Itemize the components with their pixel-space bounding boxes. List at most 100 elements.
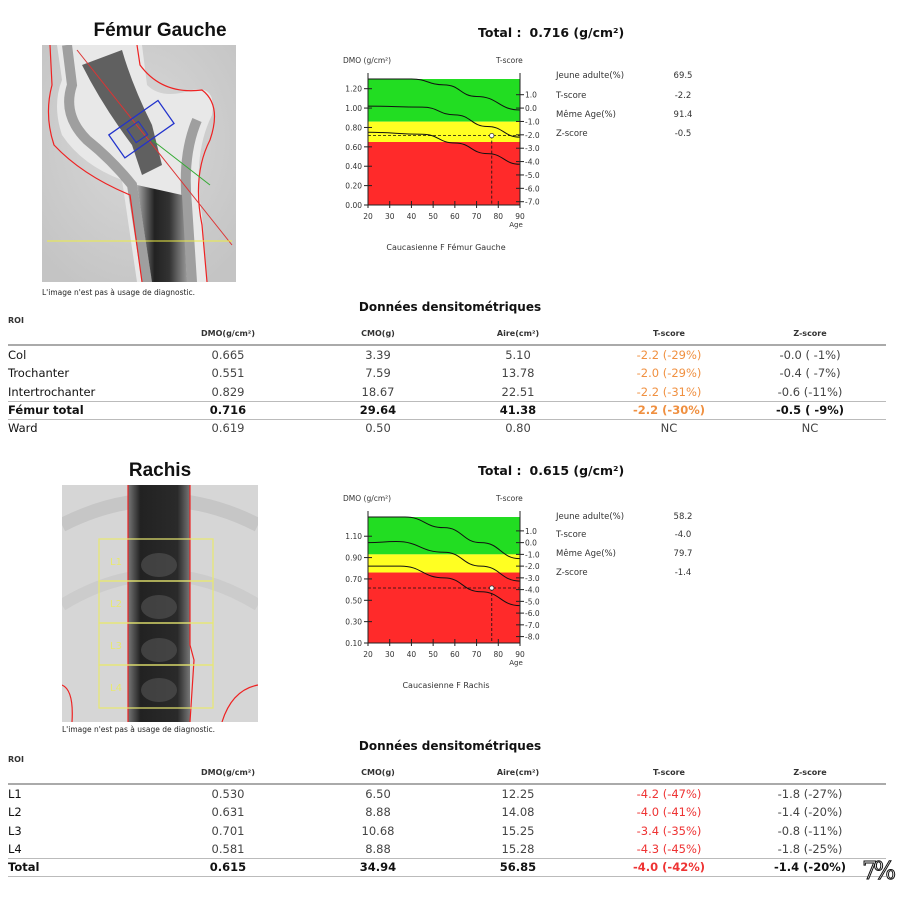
cell-cmo: 7.59 [365,366,391,381]
table-title: Données densitométriques [358,739,542,753]
y-tick-label: 0.60 [345,143,362,152]
stat-value: 58.2 [673,512,693,522]
reference-curve [367,541,521,582]
stat-value: -1.4 [674,568,692,578]
cell-aire: 41.38 [499,402,537,417]
stat-value: -0.5 [674,129,692,139]
roi-label: ROI [8,755,24,764]
x-tick-label: 90 [515,212,525,221]
vertebra-label: L2 [110,599,122,610]
y-tick-label: 0.40 [345,162,362,171]
reference-curve [368,78,521,111]
t-tick-label: -1.0 [525,550,540,559]
cell-dmo: 0.530 [211,787,245,801]
t-tick-label: -3.0 [525,574,540,583]
row-divider [8,858,886,860]
cell-aire: 56.85 [499,860,537,875]
patient-point [489,585,495,591]
cell-z: -1.8 (-27%) [777,787,843,801]
cell-dmo: 0.551 [211,366,245,381]
vertebra-label: L3 [110,641,122,652]
cell-aire: 13.78 [501,366,535,381]
y-tick-label: 0.70 [345,575,362,584]
t-tick-label: -7.0 [525,621,540,630]
cell-cmo: 10.68 [361,823,395,838]
y-tick-label: 1.10 [345,532,362,541]
zone-osteopenia [368,554,520,573]
cell-cmo: 34.94 [359,860,397,875]
cell-aire: 15.28 [501,841,535,856]
column-header: Z-score [793,768,827,777]
x-tick-label: 60 [450,212,460,221]
stat-label: Jeune adulte(%) [556,71,625,81]
cell-cmo: 3.39 [365,348,391,362]
stat-value: -2.2 [674,91,692,101]
total-label: Total : [478,25,522,40]
cell-t: -2.2 (-30%) [633,402,705,417]
x-tick-label: 50 [428,650,438,659]
column-header: Aire(cm²) [496,768,540,777]
femur-scan-image [42,45,236,282]
stat-label: Jeune adulte(%) [556,512,625,522]
x-tick-label: 40 [407,650,417,659]
x-tick-label: 80 [494,650,504,659]
y-axis-label: DMO (g/cm²) [343,494,391,503]
cell-cmo: 8.88 [365,805,391,820]
y-tick-label: 1.20 [345,85,362,94]
cell-t: NC [660,421,678,436]
cell-t: -4.2 (-47%) [636,787,702,801]
cell-aire: 15.25 [501,823,535,838]
cell-dmo: 0.631 [211,805,245,820]
femur-bmd-chart: 0.00 0.20 0.40 0.60 0.80 1.00 1.20 1.0 0.0 -1.0 -2… [343,56,540,252]
cell-t: -4.0 (-41%) [636,805,702,820]
column-header: CMO(g) [361,329,395,338]
t-tick-label: 1.0 [525,527,537,536]
column-header: DMO(g/cm²) [201,768,255,777]
table-title: Données densitométriques [358,300,542,314]
row-divider [8,418,886,420]
cell-z: -0.5 ( -9%) [776,402,844,417]
vertebra-label: L4 [110,683,122,694]
t-tick-label: -4.0 [525,586,540,595]
total-value: 0.716 (g/cm²) [529,25,625,40]
cell-dmo: 0.701 [211,823,245,838]
reference-curve [367,131,521,165]
t-tick-label: -7.0 [525,198,540,207]
stat-label: Z-score [556,129,588,139]
vertebra-label: L1 [110,557,122,568]
x-tick-label: 70 [472,650,482,659]
zone-normal [368,79,520,122]
clipped-overlay-text: 7% [861,857,896,886]
column-header: Aire(cm²) [496,329,540,338]
y-tick-label: 0.90 [345,554,362,563]
x-tick-label: 70 [472,212,482,221]
t-tick-label: 0.0 [525,539,537,548]
reference-curve [368,565,521,607]
t-tick-label: 1.0 [525,91,537,100]
row-label: L2 [8,805,22,820]
t-axis-label: T-score [495,56,523,65]
x-axis-label: Age [509,659,523,667]
chart-title: Caucasienne F Rachis [402,681,489,690]
cell-z: -1.4 (-20%) [777,805,843,820]
row-label: Trochanter [8,366,70,381]
x-tick-label: 30 [385,650,395,659]
cell-dmo: 0.581 [211,841,245,856]
stat-label: Même Age(%) [556,110,616,120]
row-divider [8,876,886,878]
header-divider [8,344,886,346]
y-tick-label: 0.50 [345,596,362,605]
reference-curve [367,105,521,138]
x-tick-label: 40 [407,212,417,221]
cell-t: -2.0 (-29%) [636,366,702,381]
zone-osteopenia [368,121,520,142]
cell-dmo: 0.665 [211,348,245,362]
t-tick-label: -4.0 [525,158,540,167]
stat-label: T-score [556,530,587,540]
row-divider [8,400,886,402]
x-tick-label: 20 [363,212,373,221]
column-header: T-score [653,768,685,777]
cell-z: -0.0 ( -1%) [779,348,841,362]
cell-t: -2.2 (-29%) [636,348,702,362]
stat-label: Z-score [556,568,588,578]
